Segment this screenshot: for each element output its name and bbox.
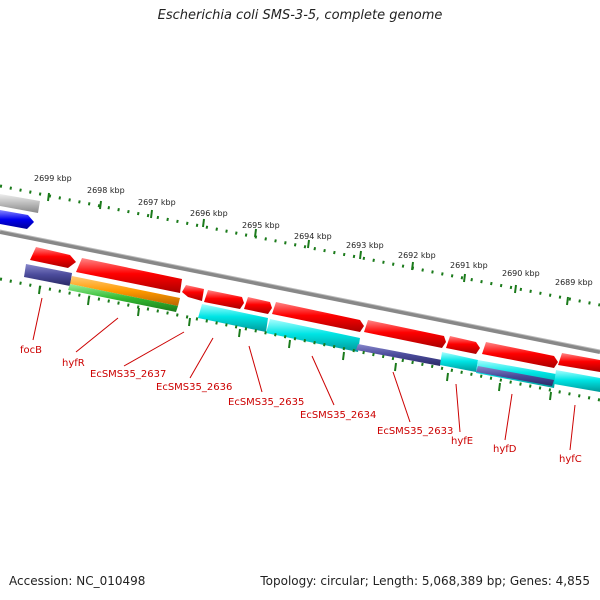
gray-feature [0,194,40,213]
gene-label-EcSMS35_2634: EcSMS35_2634 [300,410,376,421]
cds-forward-row [30,247,600,372]
kbp-label: 2691 kbp [450,261,488,270]
genome-summary-text: Topology: circular; Length: 5,068,389 bp… [260,574,590,588]
kbp-label: 2692 kbp [398,251,436,260]
gene-label-EcSMS35_2633: EcSMS35_2633 [377,426,453,437]
label-leaders [32,297,576,451]
kbp-label: 2699 kbp [34,174,72,183]
kbp-label: 2690 kbp [502,269,540,278]
gene-label-EcSMS35_2635: EcSMS35_2635 [228,397,304,408]
kbp-label: 2697 kbp [138,198,176,207]
gene-label-hyfD: hyfD [493,444,517,455]
backbone [0,230,600,354]
kbp-label: 2693 kbp [346,241,384,250]
outer-ruler [0,184,600,307]
gene-label-hyfE: hyfE [451,436,473,447]
gene-label-EcSMS35_2636: EcSMS35_2636 [156,382,232,393]
blue-feature-arrow [0,210,34,229]
kbp-label: 2695 kbp [242,221,280,230]
gene-label-hyfC: hyfC [559,454,582,465]
kbp-label: 2698 kbp [87,186,125,195]
kbp-label: 2689 kbp [555,278,593,287]
gene-label-EcSMS35_2637: EcSMS35_2637 [90,369,166,380]
kbp-label: 2696 kbp [190,209,228,218]
kbp-label: 2694 kbp [294,232,332,241]
inner-ruler [0,277,600,402]
gene-labels: focB hyfR EcSMS35_2637 EcSMS35_2636 EcSM… [20,345,582,465]
gene-label-focB: focB [20,345,42,356]
gene-label-hyfR: hyfR [62,358,85,369]
kbp-labels: 2699 kbp 2698 kbp 2697 kbp 2696 kbp 2695… [34,174,593,287]
accession-text: Accession: NC_010498 [9,574,146,588]
map-title: Escherichia coli SMS-3-5, complete genom… [157,8,443,23]
cds-reverse-row [24,264,600,392]
